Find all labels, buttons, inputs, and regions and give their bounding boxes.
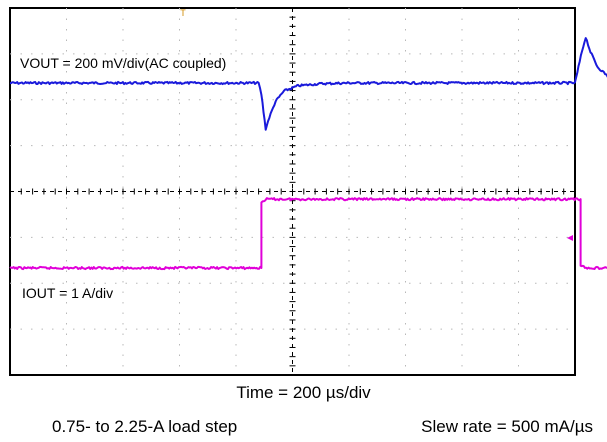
vout-channel-label: VOUT = 200 mV/div(AC coupled)	[20, 55, 226, 71]
iout-trace	[9, 197, 607, 271]
trigger-position-marker: T	[180, 8, 186, 18]
channel-level-marker	[567, 235, 573, 241]
grid	[9, 7, 576, 376]
iout-channel-label: IOUT = 1 A/div	[22, 285, 113, 301]
vout-trace	[9, 37, 607, 131]
slew-rate-caption: Slew rate = 500 mA/µs	[421, 417, 593, 436]
traces	[9, 37, 607, 271]
timebase-caption: Time = 200 µs/div	[236, 383, 371, 402]
load-step-caption: 0.75- to 2.25-A load step	[52, 417, 238, 436]
markers: T	[180, 8, 573, 241]
